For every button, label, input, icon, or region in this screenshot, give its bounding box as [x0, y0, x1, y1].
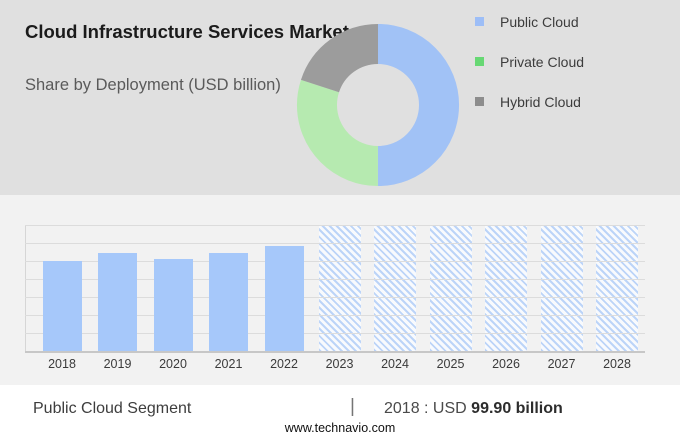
forecast-hatch-band-2027 [540, 225, 583, 351]
footer-value-prefix: 2018 : USD [384, 400, 467, 417]
legend-item-hybrid-cloud: Hybrid Cloud [475, 93, 584, 110]
x-axis-label-2026: 2026 [492, 357, 520, 371]
chart-gridline [25, 297, 645, 298]
page-subtitle: Share by Deployment (USD billion) [25, 76, 281, 94]
x-axis-label-2024: 2024 [381, 357, 409, 371]
x-axis-label-2027: 2027 [547, 357, 576, 371]
forecast-hatch-band-2028 [596, 225, 638, 351]
x-axis-label-2020: 2020 [159, 357, 187, 371]
chart-gridline [25, 279, 645, 280]
chart-gridline [25, 315, 645, 316]
forecast-hatch-band-2025 [429, 225, 472, 351]
bar-chart-panel: 2018 2019 2020 2021 2022 2023 2024 2025 2026 2027… [0, 195, 680, 385]
footer-value-bold: 99.90 billion [471, 400, 563, 417]
footer-divider: | [350, 396, 355, 417]
x-axis-label-2025: 2025 [436, 357, 465, 371]
donut-chart [296, 23, 460, 187]
x-axis-label-2028: 2028 [603, 357, 631, 371]
legend-swatch-hybrid-cloud-icon [475, 97, 484, 106]
bar-2019 [98, 253, 137, 351]
segment-label: Public Cloud Segment [33, 400, 192, 417]
header-panel: Cloud Infrastructure Services Market Sha… [0, 0, 680, 195]
legend-label: Public Cloud [500, 13, 579, 30]
bar-2022 [264, 245, 304, 351]
website-text: www.technavio.com [284, 421, 396, 435]
forecast-hatch-band-2023 [318, 225, 361, 351]
x-axis-label-2018: 2018 [48, 357, 76, 371]
chart-gridline [25, 243, 645, 244]
legend-label: Private Cloud [500, 53, 585, 70]
bar-2021 [209, 252, 248, 351]
x-axis-label-2021: 2021 [214, 357, 243, 371]
x-axis-label-2022: 2022 [270, 357, 298, 371]
forecast-hatch-band-2026 [485, 225, 527, 351]
x-axis-label-2023: 2023 [325, 357, 354, 371]
chart-gridline [25, 333, 645, 334]
page-title: Cloud Infrastructure Services Market [25, 21, 349, 42]
chart-gridline [25, 225, 645, 226]
x-axis-label-2019: 2019 [103, 357, 132, 371]
donut-segment-private-cloud [296, 23, 460, 187]
bar-2018 [42, 261, 82, 351]
legend-item-private-cloud: Private Cloud [475, 53, 585, 70]
legend-swatch-public-cloud-icon [475, 17, 484, 26]
chart-gridline [25, 261, 645, 262]
bar-2020 [153, 258, 193, 351]
footer-value: 2018 : USD 99.90 billion [384, 400, 563, 418]
forecast-hatch-band-2024 [374, 225, 416, 351]
y-axis-line [25, 225, 26, 352]
legend-item-public-cloud: Public Cloud [475, 13, 584, 30]
legend-label: Hybrid Cloud [500, 93, 581, 110]
x-axis-baseline [25, 351, 645, 353]
donut-segment-hybrid-cloud [296, 23, 460, 187]
footer-panel: Public Cloud Segment | 2018 : USD 99.90 … [0, 385, 680, 440]
legend: Public Cloud Private Cloud Hybrid Cloud [475, 14, 584, 134]
legend-swatch-private-cloud-icon [475, 57, 484, 66]
